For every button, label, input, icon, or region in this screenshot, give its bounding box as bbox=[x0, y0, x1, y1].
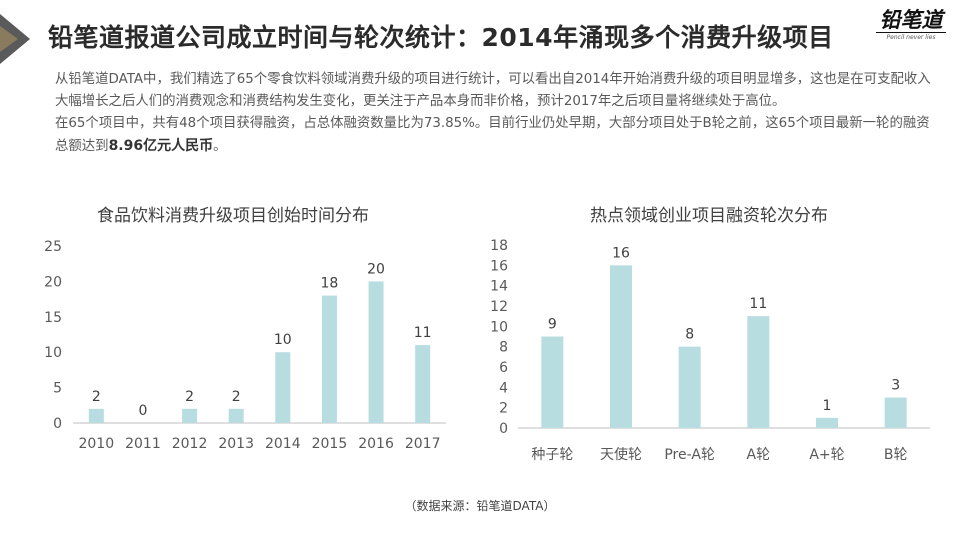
intro-paragraph-2-text: 在65个项目中，共有48个项目获得融资，占总体融资数量比为73.85%。目前行业… bbox=[55, 116, 930, 154]
logo-text: 铅笔道 bbox=[876, 8, 946, 33]
founding-year-data-label: 11 bbox=[414, 325, 432, 341]
founding-year-bar bbox=[275, 352, 291, 423]
funding-round-bar bbox=[541, 336, 564, 428]
page-title: 铅笔道报道公司成立时间与轮次统计：2014年涌现多个消费升级项目 bbox=[48, 23, 834, 52]
intro-paragraph-2: 在65个项目中，共有48个项目获得融资，占总体融资数量比为73.85%。目前行业… bbox=[55, 113, 935, 158]
brand-logo: 铅笔道 Pencil never lies bbox=[876, 8, 946, 44]
funding-round-data-label: 16 bbox=[612, 245, 630, 261]
funding-round-category-label: 种子轮 bbox=[531, 447, 573, 463]
intro-paragraph-1: 从铅笔道DATA中，我们精选了65个零食饮料领域消费升级的项目进行统计，可以看出… bbox=[55, 72, 931, 109]
founding-year-category-label: 2010 bbox=[78, 436, 114, 452]
founding-year-bar bbox=[415, 345, 431, 423]
founding-year-data-label: 2 bbox=[185, 389, 194, 405]
founding-year-y-tick-label: 5 bbox=[53, 381, 62, 397]
founding-year-bar bbox=[368, 281, 384, 423]
header-decoration-icon bbox=[0, 14, 30, 64]
founding-year-category-label: 2011 bbox=[125, 436, 161, 452]
founding-year-bar bbox=[182, 408, 198, 423]
funding-round-category-label: Pre-A轮 bbox=[664, 447, 715, 463]
funding-round-data-label: 8 bbox=[685, 327, 694, 343]
funding-round-y-tick-label: 8 bbox=[499, 340, 508, 356]
funding-round-bar bbox=[747, 316, 770, 428]
funding-round-y-tick-label: 18 bbox=[490, 238, 508, 254]
funding-round-y-tick-label: 0 bbox=[499, 421, 508, 437]
founding-year-y-tick-label: 0 bbox=[53, 416, 62, 432]
founding-year-bar bbox=[228, 408, 244, 423]
founding-year-bar bbox=[88, 408, 104, 423]
founding-year-data-label: 20 bbox=[367, 261, 385, 277]
founding-year-data-label: 0 bbox=[138, 403, 147, 419]
founding-year-data-label: 2 bbox=[92, 389, 101, 405]
funding-round-y-tick-label: 10 bbox=[490, 319, 508, 335]
founding-year-data-label: 18 bbox=[321, 276, 339, 292]
funding-round-bar bbox=[884, 397, 907, 428]
funding-round-category-label: 天使轮 bbox=[600, 446, 642, 463]
founding-year-y-tick-label: 20 bbox=[44, 274, 62, 290]
chart-title-funding-round: 热点领域创业项目融资轮次分布 bbox=[590, 206, 828, 226]
founding-year-y-tick-label: 10 bbox=[44, 345, 62, 361]
intro-paragraph-2-end: 。 bbox=[213, 139, 227, 154]
chart-title-founding-year: 食品饮料消费升级项目创始时间分布 bbox=[97, 206, 369, 226]
funding-round-y-tick-label: 4 bbox=[499, 380, 508, 396]
founding-year-category-label: 2015 bbox=[312, 436, 348, 452]
founding-year-data-label: 2 bbox=[232, 389, 241, 405]
funding-round-bar bbox=[610, 265, 632, 428]
funding-round-y-tick-label: 2 bbox=[499, 401, 508, 417]
data-source-note: （数据来源：铅笔道DATA） bbox=[404, 499, 556, 513]
funding-round-y-tick-label: 16 bbox=[490, 258, 508, 274]
founding-year-category-label: 2016 bbox=[358, 436, 394, 452]
funding-round-y-tick-label: 12 bbox=[490, 299, 508, 315]
founding-year-y-tick-label: 15 bbox=[44, 310, 62, 326]
funding-round-category-label: B轮 bbox=[884, 447, 908, 463]
funding-round-y-tick-label: 6 bbox=[499, 360, 508, 376]
funding-round-data-label: 9 bbox=[548, 317, 557, 333]
founding-year-category-label: 2017 bbox=[405, 436, 441, 452]
founding-year-category-label: 2014 bbox=[265, 436, 301, 452]
logo-subtitle: Pencil never lies bbox=[886, 34, 936, 41]
funding-round-data-label: 1 bbox=[823, 398, 832, 414]
header-bar: 铅笔道报道公司成立时间与轮次统计：2014年涌现多个消费升级项目 铅笔道 Pen… bbox=[0, 0, 960, 72]
funding-round-bar bbox=[678, 346, 701, 428]
funding-round-data-label: 11 bbox=[749, 296, 767, 312]
founding-year-y-tick-label: 25 bbox=[44, 239, 62, 255]
founding-year-category-label: 2013 bbox=[218, 436, 254, 452]
funding-round-data-label: 3 bbox=[891, 378, 900, 394]
funding-round-category-label: A+轮 bbox=[809, 447, 844, 463]
intro-text: 从铅笔道DATA中，我们精选了65个零食饮料领域消费升级的项目进行统计，可以看出… bbox=[55, 69, 935, 158]
founding-year-bar bbox=[321, 295, 337, 423]
funding-round-y-tick-label: 14 bbox=[490, 279, 508, 295]
funding-round-category-label: A轮 bbox=[747, 447, 771, 463]
founding-year-data-label: 10 bbox=[274, 332, 292, 348]
funding-round-bar bbox=[816, 417, 838, 428]
funding-total-highlight: 8.96亿元人民币 bbox=[108, 138, 214, 154]
founding-year-category-label: 2012 bbox=[172, 436, 208, 452]
